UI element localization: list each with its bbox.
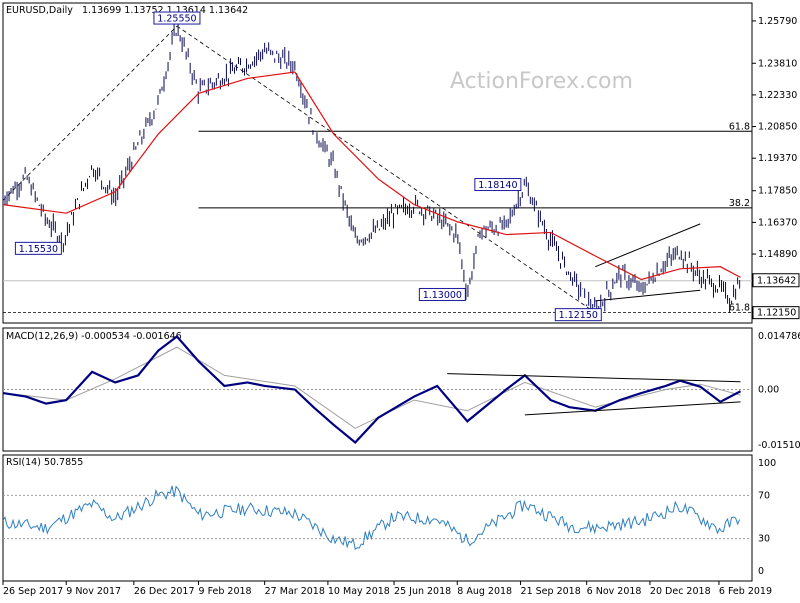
current-price-label: 1.13642 bbox=[757, 276, 796, 287]
x-tick-label: 8 Aug 2018 bbox=[457, 586, 512, 597]
macd-trendline-lower bbox=[524, 401, 741, 416]
fib-level-label: 38.2 bbox=[729, 198, 750, 209]
x-tick-label: 20 Dec 2018 bbox=[650, 586, 711, 597]
x-tick-label: 26 Dec 2017 bbox=[134, 586, 195, 597]
price-ohlc-text: 1.13699 1.13752 1.13614 1.13642 bbox=[82, 5, 248, 16]
x-tick-label: 26 Sep 2017 bbox=[3, 586, 63, 597]
moving-average-line bbox=[2, 71, 741, 281]
swing-label: 1.18140 bbox=[478, 180, 517, 191]
current-price-box bbox=[752, 273, 800, 288]
macd-y-tick-label: 0.014786 bbox=[758, 331, 800, 342]
rsi-panel-frame bbox=[2, 454, 753, 582]
rsi-panel-title: RSI(14) 50.7855 bbox=[6, 457, 83, 468]
x-tick-label: 10 May 2018 bbox=[328, 586, 390, 597]
price-y-tick-label: 1.14890 bbox=[758, 249, 797, 260]
watermark: ActionForex.com bbox=[450, 69, 633, 94]
rsi-y-tick-label: 30 bbox=[758, 534, 770, 545]
support-price-box bbox=[752, 306, 800, 320]
support-price-label: 1.12150 bbox=[757, 308, 796, 319]
macd-y-tick-label: -0.015107 bbox=[758, 440, 800, 451]
swing-label: 1.15530 bbox=[19, 244, 58, 255]
x-tick-label: 25 Jun 2018 bbox=[394, 586, 451, 597]
swing-label-box bbox=[474, 178, 522, 192]
price-y-tick-label: 1.17850 bbox=[758, 186, 797, 197]
rsi-y-tick-label: 70 bbox=[758, 490, 770, 501]
swing-label-box bbox=[418, 287, 466, 301]
rsi-line bbox=[2, 485, 741, 550]
rsi-y-tick-label: 0 bbox=[758, 566, 764, 577]
swing-label-box bbox=[14, 241, 62, 255]
macd-signal-line bbox=[2, 346, 741, 429]
rsi-y-tick-label: 100 bbox=[758, 458, 776, 469]
macd-line bbox=[2, 335, 742, 444]
x-tick-label: 9 Feb 2018 bbox=[199, 586, 252, 597]
swing-label: 1.12150 bbox=[559, 310, 598, 321]
price-y-tick-label: 1.22330 bbox=[758, 90, 797, 101]
fib-level-label: 61.8 bbox=[729, 303, 750, 314]
macd-trendline-upper bbox=[447, 373, 741, 383]
x-tick-label: 9 Nov 2017 bbox=[66, 586, 121, 597]
dashed-trendline bbox=[2, 25, 178, 201]
x-tick-label: 21 Sep 2018 bbox=[521, 586, 581, 597]
swing-label-box bbox=[554, 308, 602, 322]
price-panel-frame bbox=[2, 2, 753, 324]
triangle-line bbox=[595, 223, 701, 268]
x-tick-label: 6 Feb 2019 bbox=[719, 586, 772, 597]
price-y-tick-label: 1.23810 bbox=[758, 58, 797, 69]
swing-label: 1.13000 bbox=[423, 290, 462, 301]
dashed-trendline bbox=[176, 25, 596, 313]
triangle-line bbox=[595, 289, 701, 302]
macd-panel-title: MACD(12,26,9) -0.000534 -0.001646 bbox=[6, 331, 182, 342]
price-y-tick-label: 1.16370 bbox=[758, 217, 797, 228]
macd-y-tick-label: 0.00 bbox=[758, 385, 779, 396]
price-y-tick-label: 1.20850 bbox=[758, 122, 797, 133]
price-panel-title: EURUSD,Daily bbox=[6, 5, 73, 16]
swing-label-box bbox=[153, 11, 201, 25]
x-tick-label: 6 Nov 2018 bbox=[587, 586, 642, 597]
price-y-tick-label: 1.19370 bbox=[758, 153, 797, 164]
x-tick-label: 27 Mar 2018 bbox=[265, 586, 325, 597]
price-y-tick-label: 1.25790 bbox=[758, 16, 797, 27]
swing-label: 1.25550 bbox=[157, 14, 196, 25]
fib-level-label: 61.8 bbox=[729, 121, 750, 132]
